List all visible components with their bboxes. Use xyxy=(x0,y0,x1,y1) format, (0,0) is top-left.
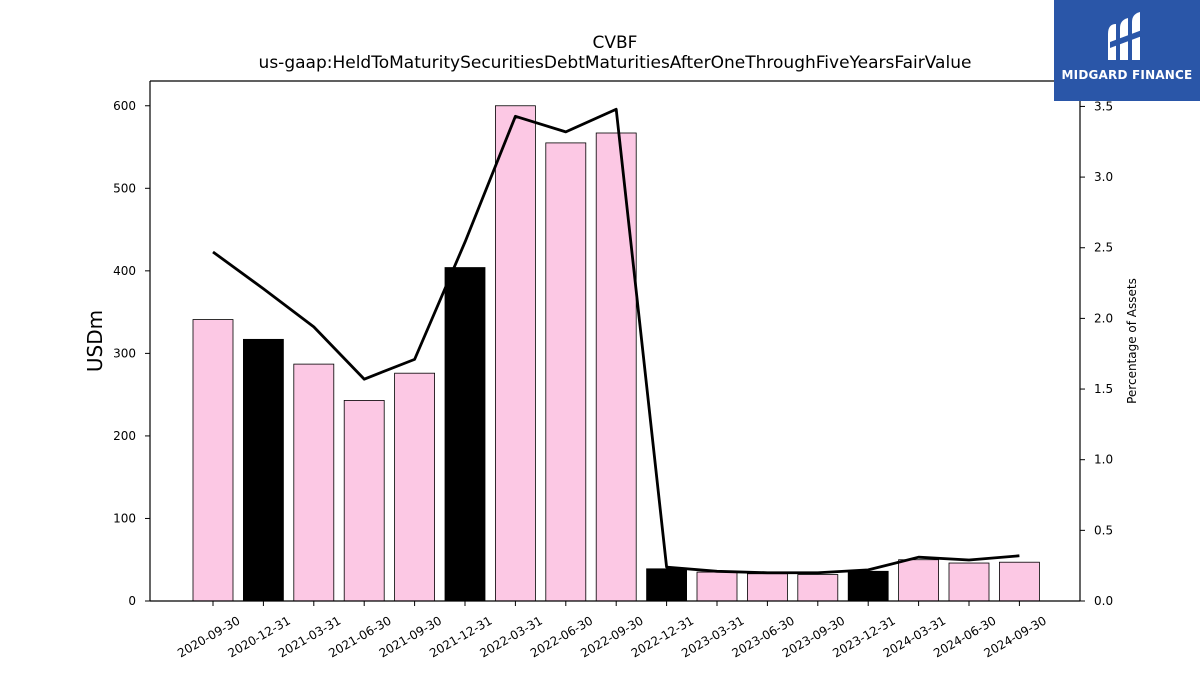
bar xyxy=(898,559,939,602)
axes-group xyxy=(149,80,1081,602)
bar xyxy=(545,142,587,602)
y-tick-label: 300 xyxy=(113,346,136,360)
y2-tick-label: 0.5 xyxy=(1094,523,1113,537)
y-tick-label: 100 xyxy=(113,511,136,525)
bar xyxy=(192,319,234,602)
y-tick-label: 400 xyxy=(113,264,136,278)
bar xyxy=(797,574,839,602)
y2-tick-label: 1.5 xyxy=(1094,382,1113,396)
y2-tick-label: 1.0 xyxy=(1094,453,1113,467)
y-tick-label: 0 xyxy=(128,594,136,608)
y-axis-label: USDm xyxy=(83,310,107,372)
logo-text: MIDGARD FINANCE xyxy=(1061,68,1193,82)
brand-logo: MIDGARD FINANCE xyxy=(1054,0,1200,101)
y2-tick-label: 0.0 xyxy=(1094,594,1113,608)
y-tick-label: 200 xyxy=(113,429,136,443)
bar xyxy=(747,573,788,602)
bar xyxy=(494,105,536,602)
y2-tick-label: 2.5 xyxy=(1094,241,1113,255)
bar xyxy=(696,571,738,602)
chart-subtitle: us-gaap:HeldToMaturitySecuritiesDebtMatu… xyxy=(259,53,972,73)
line-group xyxy=(212,107,1020,575)
bar xyxy=(293,363,335,602)
bar xyxy=(394,372,436,602)
bar xyxy=(242,338,284,602)
bar xyxy=(646,568,687,602)
line-series xyxy=(212,107,1020,575)
y2-tick-label: 2.0 xyxy=(1094,311,1113,325)
bar xyxy=(948,562,990,602)
bar xyxy=(847,570,889,602)
bar xyxy=(999,561,1040,602)
y2-axis-label: Percentage of Assets xyxy=(1125,278,1139,404)
y-tick-label: 500 xyxy=(113,181,136,195)
chart-title: CVBF xyxy=(593,33,638,53)
y2-tick-label: 3.0 xyxy=(1094,170,1113,184)
bar xyxy=(595,132,637,602)
bar xyxy=(444,267,486,602)
bar xyxy=(343,400,385,602)
y2-tick-label: 3.5 xyxy=(1094,99,1113,113)
bars-group xyxy=(192,105,1040,602)
logo-mark-icon xyxy=(1108,12,1142,60)
y-tick-label: 600 xyxy=(113,99,136,113)
